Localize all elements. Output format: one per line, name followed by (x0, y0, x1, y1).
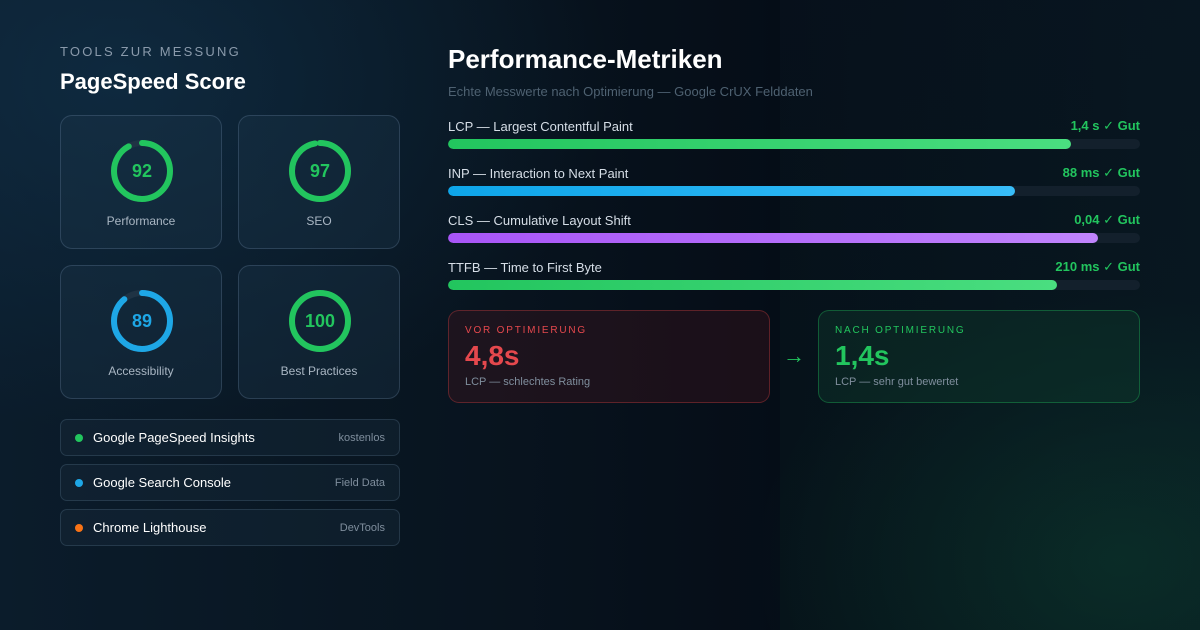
gauge-arc (111, 140, 173, 202)
score-value: 92 (131, 161, 153, 181)
metric-lcp: LCP — Largest Contentful Paint 1,4 s ✓ G… (448, 118, 1140, 165)
left-section-header: TOOLS ZUR MESSUNG PageSpeed Score (60, 44, 400, 95)
arrow-right-icon: → (783, 343, 805, 368)
metric-label: INP — Interaction to Next Paint (448, 165, 629, 181)
progress-track (448, 233, 1140, 243)
gauge-best-practices: 100 (287, 288, 353, 354)
tool-tag: kostenlos (338, 431, 385, 444)
gauge-ring (289, 290, 351, 352)
score-card-seo: 97 SEO (238, 115, 400, 249)
gauge-arc (289, 290, 351, 352)
status-dot-icon (75, 523, 83, 532)
progress-fill (448, 233, 1099, 243)
tool-tag: DevTools (339, 521, 385, 534)
progress-fill (448, 186, 1016, 196)
score-label: SEO (306, 214, 332, 228)
gauge-seo: 97 (287, 138, 353, 204)
metrics-subtitle: Echte Messwerte nach Optimierung — Googl… (448, 84, 813, 99)
before-optimization-card: VOR OPTIMIERUNG 4,8s LCP — schlechtes Ra… (448, 310, 770, 403)
metric-value: 210 ms ✓ Gut (1055, 259, 1140, 274)
gauge-ring (111, 140, 173, 202)
metric-ttfb: TTFB — Time to First Byte 210 ms ✓ Gut (448, 259, 1140, 306)
gauge-ring (111, 290, 173, 352)
tool-item-chrome-lighthouse[interactable]: Chrome Lighthouse DevTools (60, 509, 400, 546)
gauge-accessibility: 89 (109, 288, 175, 354)
section-eyebrow: TOOLS ZUR MESSUNG (60, 44, 241, 59)
after-eyebrow: NACH OPTIMIERUNG (835, 325, 966, 336)
score-card-accessibility: 89 Accessibility (60, 265, 222, 399)
metric-cls: CLS — Cumulative Layout Shift 0,04 ✓ Gut (448, 212, 1140, 259)
before-value: 4,8s (465, 340, 520, 371)
metric-label: LCP — Largest Contentful Paint (448, 118, 633, 134)
tool-name: Google PageSpeed Insights (93, 430, 255, 445)
metric-value: 1,4 s ✓ Gut (1070, 118, 1140, 133)
progress-fill (448, 139, 1071, 149)
before-eyebrow: VOR OPTIMIERUNG (465, 325, 588, 336)
metric-inp: INP — Interaction to Next Paint 88 ms ✓ … (448, 165, 1140, 212)
after-subtext: LCP — sehr gut bewertet (835, 376, 959, 388)
progress-track (448, 139, 1140, 149)
score-label: Accessibility (108, 364, 174, 378)
score-label: Best Practices (280, 364, 358, 378)
score-value: 100 (304, 311, 336, 331)
gauge-performance: 92 (109, 138, 175, 204)
status-dot-icon (75, 478, 83, 487)
metrics-title: Performance-Metriken (448, 44, 723, 74)
progress-track (448, 186, 1140, 196)
section-title: PageSpeed Score (60, 69, 246, 94)
after-value: 1,4s (835, 340, 890, 371)
tool-name: Google Search Console (93, 475, 232, 490)
tool-list: Google PageSpeed Insights kostenlos Goog… (60, 419, 400, 554)
metric-value: 0,04 ✓ Gut (1074, 212, 1140, 227)
before-after-comparison: VOR OPTIMIERUNG 4,8s LCP — schlechtes Ra… (448, 310, 1140, 403)
tool-item-pagespeed-insights[interactable]: Google PageSpeed Insights kostenlos (60, 419, 400, 456)
gauge-arc (289, 140, 351, 202)
tool-item-search-console[interactable]: Google Search Console Field Data (60, 464, 400, 501)
metric-label: TTFB — Time to First Byte (448, 259, 602, 275)
score-value: 97 (309, 161, 331, 181)
after-optimization-card: NACH OPTIMIERUNG 1,4s LCP — sehr gut bew… (818, 310, 1140, 403)
gauge-ring (289, 140, 351, 202)
metric-value: 88 ms ✓ Gut (1062, 165, 1140, 180)
metric-list: LCP — Largest Contentful Paint 1,4 s ✓ G… (448, 118, 1140, 306)
progress-fill (448, 280, 1057, 290)
score-cards: 92 Performance 97 SEO 89 Accessibility (60, 115, 400, 399)
score-card-performance: 92 Performance (60, 115, 222, 249)
tool-name: Chrome Lighthouse (93, 520, 207, 535)
metrics-header: Performance-Metriken Echte Messwerte nac… (448, 44, 1140, 99)
score-value: 89 (131, 311, 153, 331)
progress-track (448, 280, 1140, 290)
score-label: Performance (106, 214, 176, 228)
tool-tag: Field Data (334, 476, 385, 489)
status-dot-icon (75, 433, 83, 442)
score-card-best-practices: 100 Best Practices (238, 265, 400, 399)
metric-label: CLS — Cumulative Layout Shift (448, 212, 631, 228)
before-subtext: LCP — schlechtes Rating (465, 376, 591, 388)
gauge-arc (111, 290, 173, 352)
